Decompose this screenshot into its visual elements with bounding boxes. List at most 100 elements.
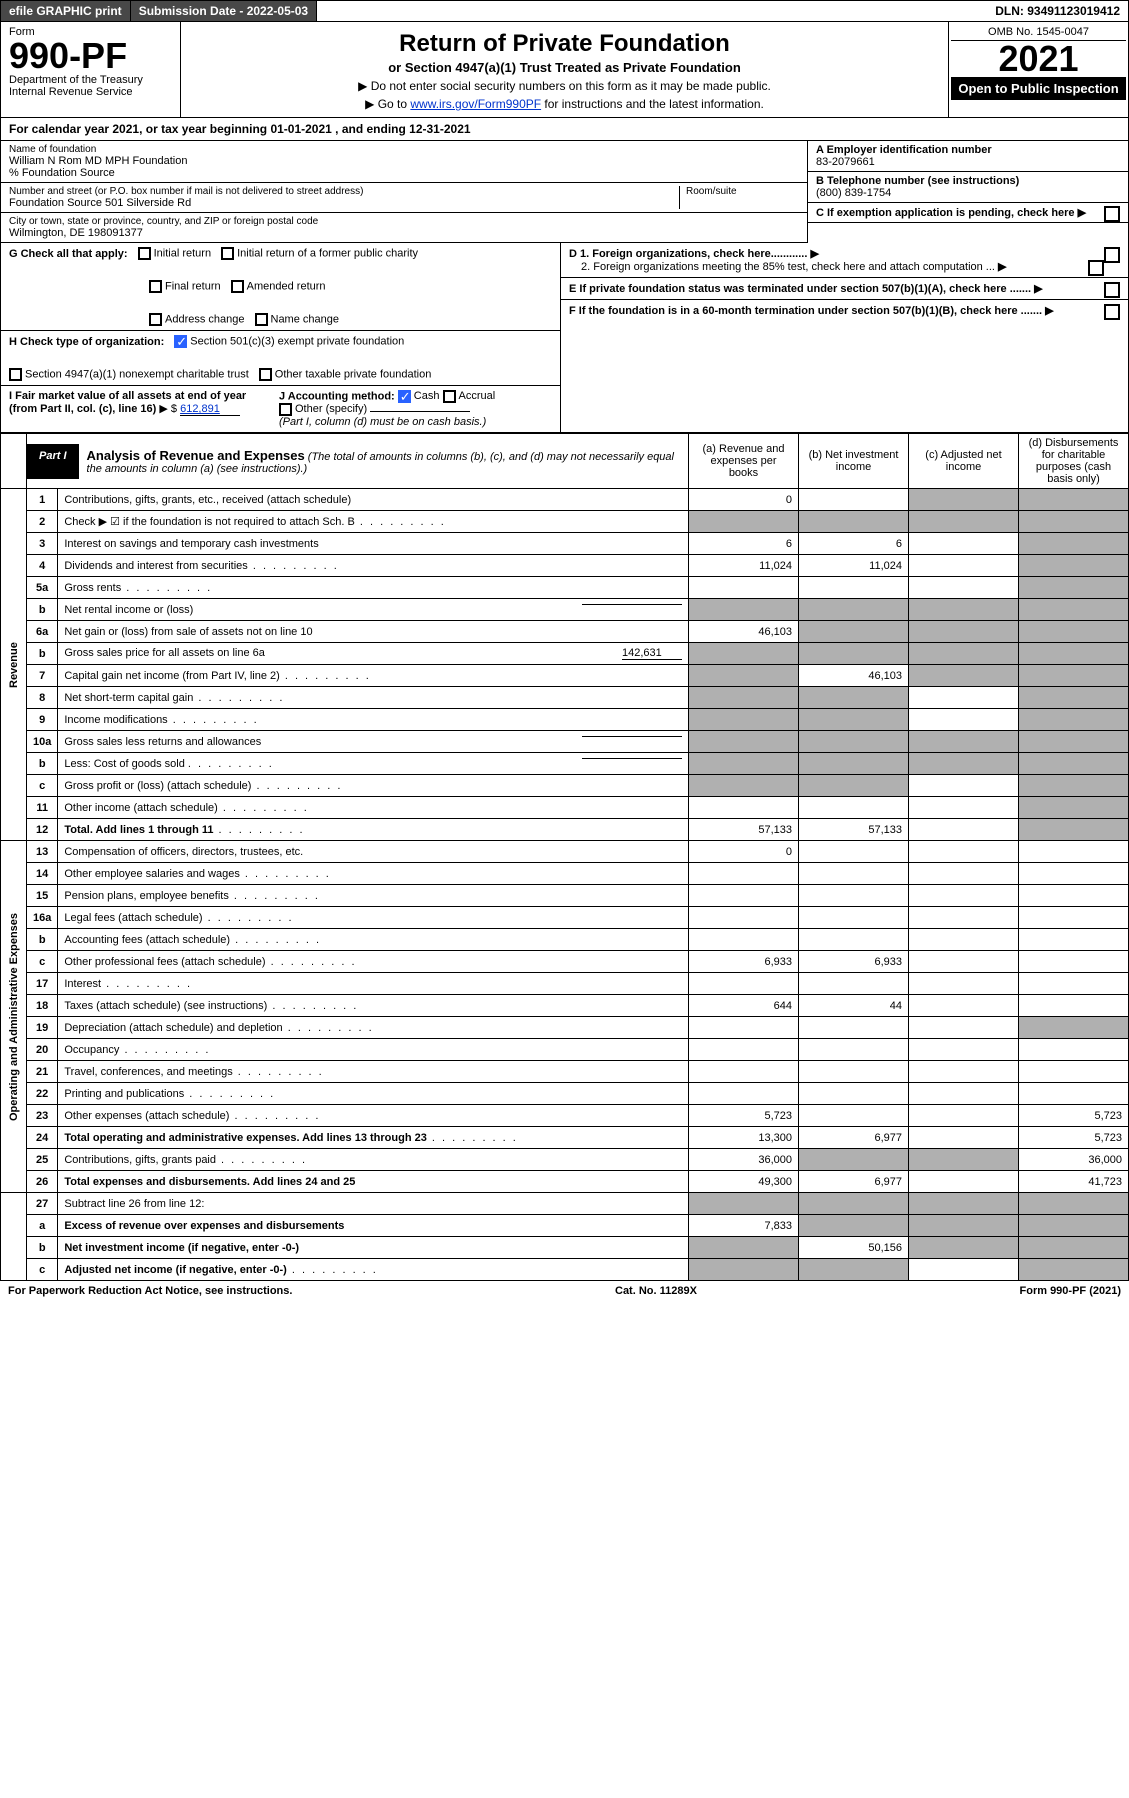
- f-cb[interactable]: [1104, 304, 1120, 320]
- h-501c3-cb[interactable]: [174, 335, 187, 348]
- row-num: 17: [27, 973, 58, 995]
- cell-shaded: [799, 1149, 909, 1171]
- d1-cb[interactable]: [1104, 247, 1120, 263]
- c-checkbox[interactable]: [1104, 206, 1120, 222]
- j-other-cb[interactable]: [279, 403, 292, 416]
- g-initial-former-cb[interactable]: [221, 247, 234, 260]
- footer-right: Form 990-PF (2021): [1020, 1285, 1122, 1297]
- f-label: F If the foundation is in a 60-month ter…: [569, 305, 1042, 317]
- row-desc: Total. Add lines 1 through 11: [58, 819, 689, 841]
- row-num: 6a: [27, 621, 58, 643]
- row-desc: Interest on savings and temporary cash i…: [58, 533, 689, 555]
- cell-value: 11,024: [799, 555, 909, 577]
- cell-value: 13,300: [689, 1127, 799, 1149]
- j-cash-cb[interactable]: [398, 390, 411, 403]
- cell-value: [909, 1039, 1019, 1061]
- g-amended-cb[interactable]: [231, 280, 244, 293]
- row-desc: Net gain or (loss) from sale of assets n…: [58, 621, 689, 643]
- h-label: H Check type of organization:: [9, 336, 164, 348]
- cell-value: 5,723: [1019, 1127, 1129, 1149]
- d2-cb[interactable]: [1088, 260, 1104, 276]
- cell-value: [909, 885, 1019, 907]
- phone-label: B Telephone number (see instructions): [816, 175, 1019, 187]
- cell-shaded: [1019, 665, 1129, 687]
- j-cash: Cash: [414, 390, 440, 402]
- row-num: b: [27, 1237, 58, 1259]
- g-name-cb[interactable]: [255, 313, 268, 326]
- row-desc: Pension plans, employee benefits: [58, 885, 689, 907]
- h-4947-cb[interactable]: [9, 368, 22, 381]
- cell-value: 7,833: [689, 1215, 799, 1237]
- row-num: 2: [27, 511, 58, 533]
- cell-value: [1019, 1083, 1129, 1105]
- h-opt-1: Section 501(c)(3) exempt private foundat…: [190, 335, 404, 347]
- cell-shaded: [1019, 709, 1129, 731]
- i-value[interactable]: 612,891: [180, 403, 240, 416]
- g-opt-5: Name change: [271, 313, 340, 325]
- e-cb[interactable]: [1104, 282, 1120, 298]
- cell-shaded: [689, 1237, 799, 1259]
- d1-label: D 1. Foreign organizations, check here..…: [569, 248, 807, 260]
- row-desc: Total expenses and disbursements. Add li…: [58, 1171, 689, 1193]
- cell-shaded: [909, 621, 1019, 643]
- cell-shaded: [799, 1193, 909, 1215]
- cell-value: [1019, 841, 1129, 863]
- cell-value: 50,156: [799, 1237, 909, 1259]
- side-label: Revenue: [1, 489, 27, 841]
- cell-value: [909, 929, 1019, 951]
- cell-value: 6,977: [799, 1171, 909, 1193]
- cell-shaded: [689, 511, 799, 533]
- row-desc: Net rental income or (loss): [58, 599, 689, 621]
- cell-value: 6,933: [799, 951, 909, 973]
- cell-value: [909, 1105, 1019, 1127]
- row-num: 27: [27, 1193, 58, 1215]
- row-desc: Subtract line 26 from line 12:: [58, 1193, 689, 1215]
- row-num: 8: [27, 687, 58, 709]
- g-address-cb[interactable]: [149, 313, 162, 326]
- cell-value: [909, 775, 1019, 797]
- row-desc: Adjusted net income (if negative, enter …: [58, 1259, 689, 1281]
- cell-value: 46,103: [689, 621, 799, 643]
- row-desc: Gross sales less returns and allowances: [58, 731, 689, 753]
- cell-shaded: [909, 1193, 1019, 1215]
- cell-shaded: [689, 599, 799, 621]
- row-num: b: [27, 929, 58, 951]
- row-desc: Other income (attach schedule): [58, 797, 689, 819]
- cell-value: [799, 1105, 909, 1127]
- side-label: Operating and Administrative Expenses: [1, 841, 27, 1193]
- col-a-header: (a) Revenue and expenses per books: [689, 434, 799, 489]
- d2-label: 2. Foreign organizations meeting the 85%…: [569, 261, 995, 273]
- cell-value: 57,133: [799, 819, 909, 841]
- form-url-link[interactable]: www.irs.gov/Form990PF: [410, 97, 541, 111]
- cell-shaded: [799, 621, 909, 643]
- cell-shaded: [689, 665, 799, 687]
- cell-value: 11,024: [689, 555, 799, 577]
- g-initial-return-cb[interactable]: [138, 247, 151, 260]
- h-opt-2: Section 4947(a)(1) nonexempt charitable …: [25, 368, 249, 380]
- h-other-cb[interactable]: [259, 368, 272, 381]
- cell-value: [799, 1039, 909, 1061]
- city-value: Wilmington, DE 198091377: [9, 227, 799, 239]
- instr-ssn: ▶ Do not enter social security numbers o…: [191, 79, 938, 93]
- cell-value: [909, 951, 1019, 973]
- cell-value: 6: [799, 533, 909, 555]
- cell-shaded: [1019, 555, 1129, 577]
- cell-value: [689, 797, 799, 819]
- g-final-cb[interactable]: [149, 280, 162, 293]
- side-blank: [1, 1193, 27, 1281]
- cell-value: 644: [689, 995, 799, 1017]
- cell-value: [689, 1061, 799, 1083]
- j-accrual-cb[interactable]: [443, 390, 456, 403]
- cell-shaded: [799, 753, 909, 775]
- cell-value: [1019, 885, 1129, 907]
- cell-shaded: [1019, 489, 1129, 511]
- g-opt-1: Initial return of a former public charit…: [237, 247, 418, 259]
- cell-shaded: [1019, 731, 1129, 753]
- cell-shaded: [909, 511, 1019, 533]
- cell-value: 5,723: [689, 1105, 799, 1127]
- cell-shaded: [689, 1193, 799, 1215]
- row-num: 5a: [27, 577, 58, 599]
- instr-post: for instructions and the latest informat…: [541, 97, 764, 111]
- cell-value: [909, 1171, 1019, 1193]
- cell-value: [1019, 907, 1129, 929]
